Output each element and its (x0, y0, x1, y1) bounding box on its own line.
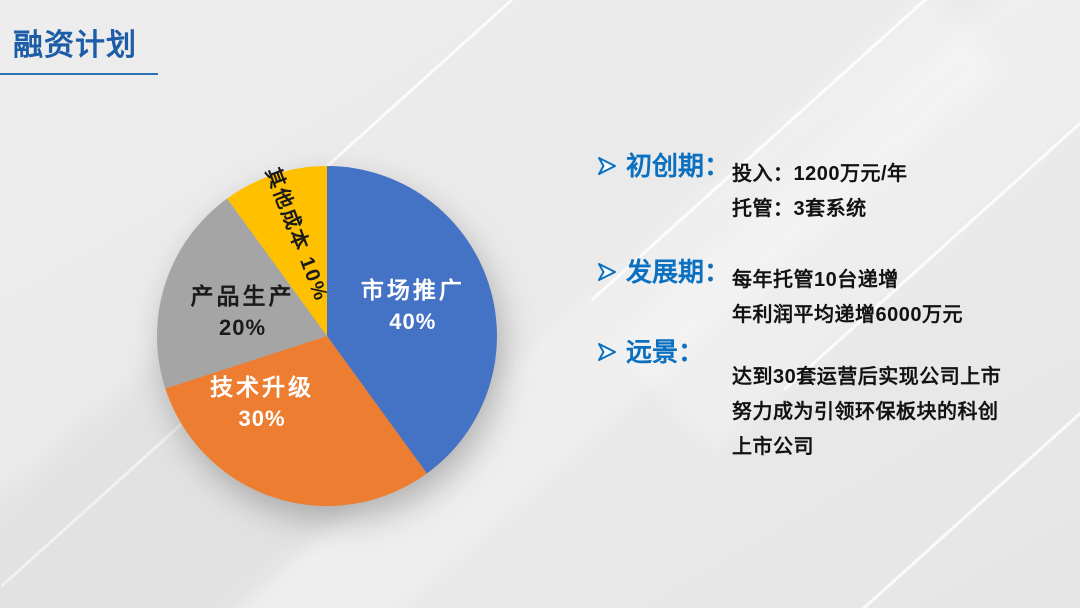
bullet-block: 初创期： 投入：1200万元/年 托管：3套系统 (596, 150, 908, 227)
bullet-line: 达到30套运营后实现公司上市 (732, 366, 1002, 388)
bullet-body: 达到30套运营后实现公司上市 努力成为引领环保板块的科创 上市公司 (732, 336, 1001, 465)
pie-label-tech-upgrade: 技术升级 30% (210, 372, 314, 434)
bullet-heading: 初创期： (626, 151, 731, 181)
bullet-line: 每年托管10台递增 (732, 269, 899, 291)
bullet-line: 上市公司 (732, 436, 814, 458)
pie-slice-market-promotion (327, 166, 497, 474)
bullet-block: 远景： 达到30套运营后实现公司上市 努力成为引领环保板块的科创 上市公司 (596, 336, 1001, 465)
bullet-line: 投入：1200万元/年 (732, 163, 908, 185)
arrowhead-right-icon (596, 341, 618, 363)
bullet-heading: 发展期： (626, 257, 731, 287)
bullet-heading: 远景： (626, 337, 705, 367)
bullet-line: 努力成为引领环保板块的科创 (732, 401, 999, 423)
slice-value: 20% (218, 315, 267, 341)
arrowhead-right-icon (596, 155, 618, 177)
pie-label-product-production: 产品生产 20% (191, 281, 295, 343)
slice-name: 市场推广 (360, 276, 465, 303)
pie-slice-tech-upgrade (165, 336, 427, 506)
pie-label-market-promotion: 市场推广 40% (361, 275, 465, 337)
page-title: 融资计划 (13, 29, 137, 62)
bullet-line: 年利润平均递增6000万元 (732, 304, 963, 326)
bullet-body: 每年托管10台递增年利润平均递增6000万元 (732, 256, 963, 333)
pie-svg (157, 166, 497, 506)
slice-name: 产品生产 (190, 283, 295, 310)
bullet-block: 发展期： 每年托管10台递增年利润平均递增6000万元 (596, 256, 963, 333)
arrowhead-right-icon (596, 261, 618, 283)
pie-slice-product-production (157, 198, 327, 389)
bullet-body: 投入：1200万元/年 托管：3套系统 (732, 150, 908, 227)
slice-value: 30% (238, 406, 286, 432)
bullet-line: 托管：3套系统 (732, 198, 867, 220)
pie-chart: 市场推广 40% 技术升级 30% 产品生产 20% 其他成本 10% (156, 165, 498, 507)
slice-name: 技术升级 (210, 374, 315, 401)
pie-slice-other-costs (227, 166, 327, 336)
title-underline (0, 73, 158, 75)
slice-value: 40% (389, 308, 437, 334)
